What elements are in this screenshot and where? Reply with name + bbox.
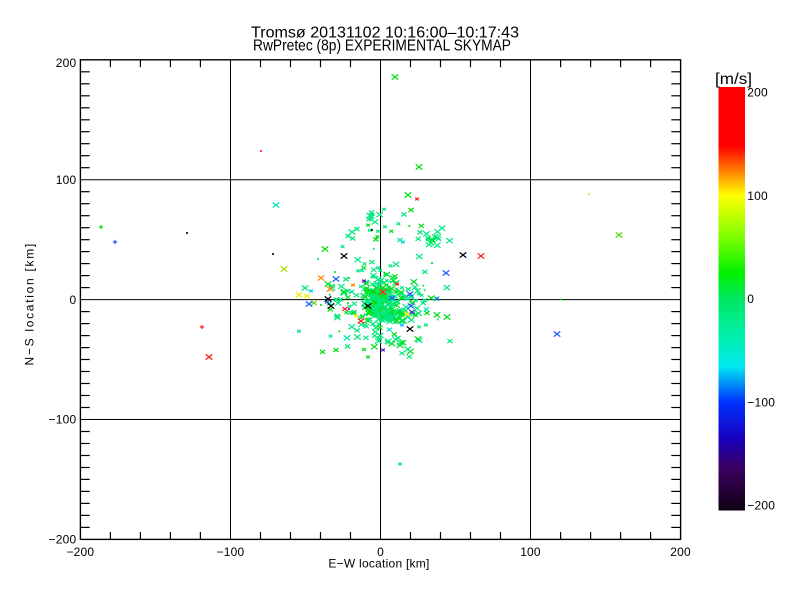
svg-text:−200: −200 bbox=[49, 533, 77, 547]
svg-text:200: 200 bbox=[56, 56, 77, 70]
svg-text:0: 0 bbox=[747, 292, 754, 306]
svg-text:−200: −200 bbox=[66, 545, 94, 559]
svg-text:200: 200 bbox=[670, 545, 691, 559]
svg-text:[m/s]: [m/s] bbox=[715, 71, 752, 88]
svg-text:N−S location [km]: N−S location [km] bbox=[23, 244, 37, 366]
svg-text:100: 100 bbox=[747, 189, 768, 203]
svg-text:E−W location [km]: E−W location [km] bbox=[328, 557, 429, 571]
svg-text:100: 100 bbox=[520, 545, 541, 559]
svg-text:−100: −100 bbox=[747, 395, 775, 409]
svg-text:−200: −200 bbox=[747, 499, 775, 513]
svg-text:0: 0 bbox=[377, 545, 384, 559]
svg-text:RwPretec (8p) EXPERIMENTAL SKY: RwPretec (8p) EXPERIMENTAL SKYMAP bbox=[253, 38, 511, 55]
svg-text:−100: −100 bbox=[49, 413, 77, 427]
svg-text:−100: −100 bbox=[217, 545, 245, 559]
svg-text:Tromsø 20131102 10:16:00–10:17: Tromsø 20131102 10:16:00–10:17:43 bbox=[251, 25, 519, 42]
svg-text:100: 100 bbox=[56, 173, 77, 187]
svg-text:200: 200 bbox=[747, 86, 768, 100]
svg-text:0: 0 bbox=[70, 293, 77, 307]
